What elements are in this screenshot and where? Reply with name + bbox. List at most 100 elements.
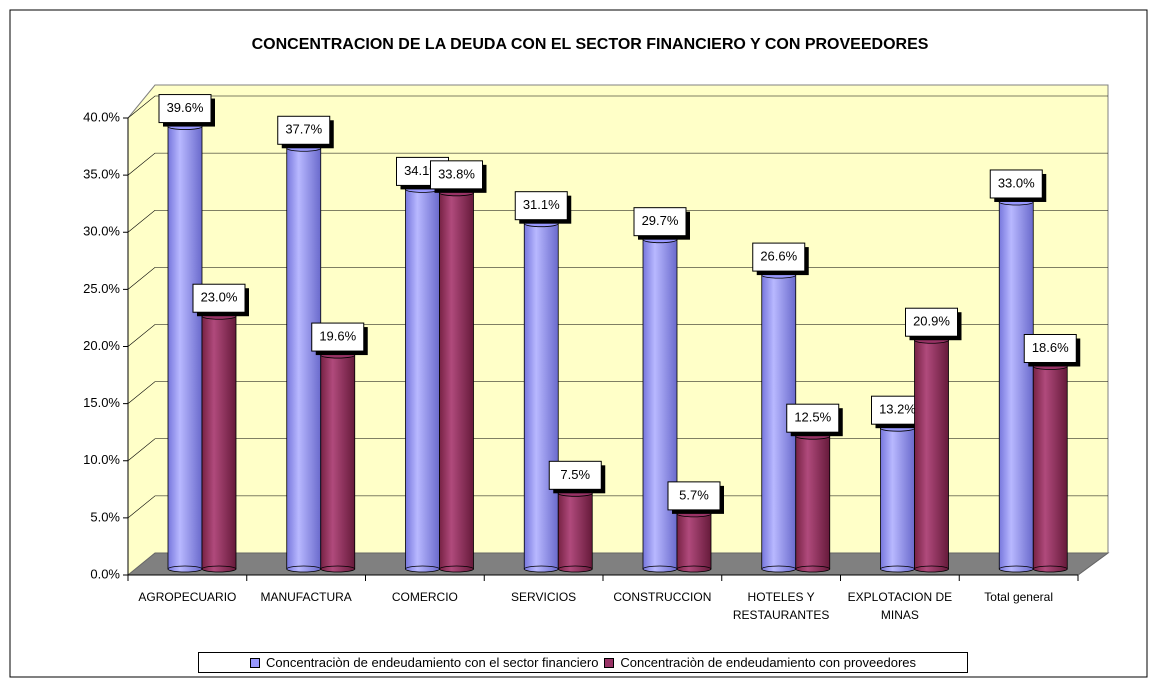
label-box	[514, 191, 568, 221]
cylinder	[523, 220, 559, 573]
cylinder-body	[880, 427, 915, 570]
cylinder-base	[523, 565, 559, 573]
x-tick-label: CONSTRUCCION	[613, 590, 712, 604]
y-tick-label: 40.0%	[83, 109, 120, 124]
cylinder-base	[676, 565, 712, 573]
y-tick-label: 5.0%	[90, 509, 120, 524]
cylinder-body	[286, 147, 322, 570]
y-tick-label: 35.0%	[83, 167, 120, 182]
label-box	[633, 207, 687, 237]
cylinder	[286, 144, 322, 573]
x-tick-label: MANUFACTURA	[260, 590, 352, 604]
grid-line	[127, 152, 1108, 176]
cylinder	[914, 336, 949, 573]
legend-label: Concentraciòn de endeudamiento con el se…	[265, 655, 599, 670]
x-tick-label: EXPLOTACION DE MINAS	[847, 590, 953, 622]
label-box	[311, 322, 365, 352]
cylinder-base	[998, 565, 1034, 573]
data-label: 33.8%	[438, 166, 475, 181]
cylinder	[405, 186, 440, 573]
label-box	[192, 283, 246, 313]
cylinder-body	[523, 223, 559, 570]
y-tick-label: 0.0%	[90, 566, 120, 581]
cylinder-body	[676, 513, 712, 570]
legend-label: Concentraciòn de endeudamiento con prove…	[620, 655, 917, 670]
cylinder-body	[439, 192, 474, 570]
cylinder-base	[914, 565, 949, 573]
cylinder-body	[320, 354, 356, 570]
cylinder	[439, 189, 474, 573]
y-tick-label: 10.0%	[83, 452, 120, 467]
y-tick-label: 20.0%	[83, 338, 120, 353]
cylinder	[1032, 363, 1068, 573]
data-label: 33.0%	[998, 175, 1035, 190]
legend-swatch	[249, 657, 260, 668]
data-label: 31.1%	[523, 197, 560, 212]
cylinder-base	[761, 565, 797, 573]
cylinder	[201, 312, 237, 573]
label-box	[158, 94, 212, 124]
grid-line	[127, 209, 1108, 233]
x-tick-label: Total general	[984, 590, 1053, 604]
cylinder-base	[201, 565, 237, 573]
cylinder-body	[557, 492, 593, 570]
data-label: 23.0%	[201, 290, 238, 305]
x-tick-label: HOTELES Y RESTAURANTES	[732, 590, 830, 622]
data-label: 37.7%	[285, 122, 322, 137]
data-label: 19.6%	[319, 329, 356, 344]
cylinder-base	[405, 565, 440, 573]
x-tick-label: SERVICIOS	[511, 590, 577, 604]
label-box	[752, 242, 806, 272]
legend-swatch	[604, 657, 615, 668]
cylinder-base	[1032, 565, 1068, 573]
cylinder	[167, 123, 203, 573]
x-tick-label: AGROPECUARIO	[138, 590, 237, 604]
cylinder-base	[880, 565, 915, 573]
x-tick-label: COMERCIO	[391, 590, 458, 604]
cylinder-body	[1032, 366, 1068, 570]
data-label: 5.7%	[679, 487, 709, 502]
cylinder-body	[405, 189, 440, 570]
y-tick-label: 15.0%	[83, 395, 120, 410]
label-box	[667, 481, 721, 511]
cylinder	[557, 489, 593, 573]
label-box	[548, 460, 602, 490]
chart-title: CONCENTRACION DE LA DEUDA CON EL SECTOR …	[252, 36, 929, 53]
data-label: 12.5%	[794, 410, 831, 425]
label-box	[905, 307, 958, 337]
data-label: 13.2%	[879, 402, 916, 417]
cylinder-body	[642, 239, 678, 570]
cylinder-base	[557, 565, 593, 573]
cylinder	[320, 351, 356, 573]
cylinder	[795, 432, 831, 573]
legend: Concentraciòn de endeudamiento con el se…	[198, 652, 968, 673]
cylinder-base	[795, 565, 831, 573]
label-box	[277, 115, 331, 145]
data-label: 18.6%	[1032, 340, 1069, 355]
data-label: 26.6%	[760, 249, 797, 264]
cylinder	[998, 198, 1034, 573]
cylinder	[676, 510, 712, 573]
data-label: 39.6%	[167, 100, 204, 115]
data-label: 29.7%	[642, 213, 679, 228]
cylinder-body	[795, 435, 831, 570]
cylinder-body	[914, 339, 949, 570]
cylinder-base	[320, 565, 356, 573]
cylinder-base	[167, 565, 203, 573]
cylinder-base	[642, 565, 678, 573]
data-label: 7.5%	[560, 467, 590, 482]
floor	[126, 552, 1110, 576]
cylinder	[642, 236, 678, 573]
data-label: 20.9%	[913, 314, 950, 329]
label-box	[430, 160, 483, 190]
cylinder-body	[201, 315, 237, 570]
cylinder-body	[998, 201, 1034, 570]
grid-line	[127, 95, 1108, 119]
cylinder-body	[167, 126, 203, 570]
label-box	[786, 403, 840, 433]
label-box	[1023, 333, 1077, 363]
y-tick-label: 25.0%	[83, 281, 120, 296]
cylinder	[880, 424, 915, 573]
